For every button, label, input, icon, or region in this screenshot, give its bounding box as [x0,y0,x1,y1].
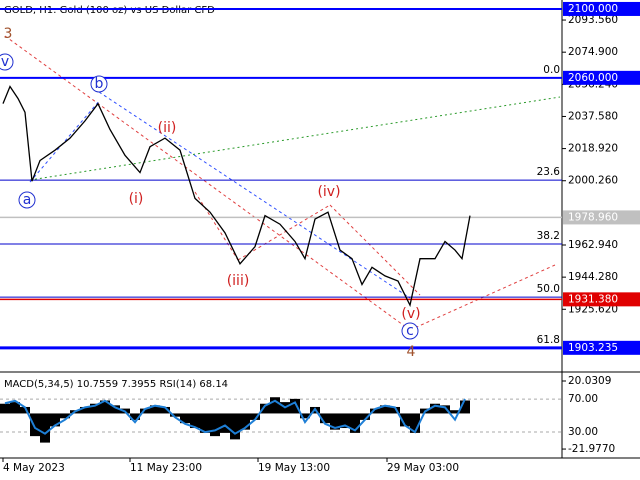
macd-bar [320,413,330,424]
x-tick-label: 4 May 2023 [3,462,65,474]
macd-bar [440,405,450,414]
macd-bar [220,413,230,433]
macd-bar [360,413,370,420]
x-tick-label: 11 May 23:00 [130,462,202,474]
y-tick-label: 2037.580 [568,110,618,122]
macd-bar [330,413,340,430]
macd-bar [390,406,400,414]
wave-label: (iii) [227,273,250,289]
wave-circle [18,191,36,209]
macd-bar [100,400,110,414]
indicator-title: MACD(5,34,5) 10.7559 7.3955 RSI(14) 68.1… [4,379,228,390]
macd-bar [430,403,440,414]
wave-label: b [95,76,104,92]
macd-bar [290,398,300,414]
macd-bar [260,403,270,414]
price-label-box [563,1,640,16]
macd-bar [180,413,190,424]
wave-label: 4 [407,344,416,360]
macd-bar [410,413,420,433]
wave-label: (i) [129,191,144,207]
price-line [2,85,471,308]
wave-circle [90,75,108,93]
price-label-box [563,210,640,225]
macd-bar [190,413,200,429]
wave-label: (ii) [158,120,177,136]
macd-bar [380,405,390,414]
wave-label: (v) [401,306,420,322]
macd-bar [270,397,280,414]
macd-bar [80,406,90,414]
wave-label: v [1,54,9,70]
macd-bar [130,413,140,420]
macd-bar [450,410,460,414]
macd-bar [300,413,310,419]
macd-bar [40,413,50,443]
wave-label: a [23,192,32,208]
price-label: 1903.235 [568,342,618,354]
fib-label: 0.0 [543,64,560,76]
macd-bar [0,403,10,414]
macd-bar [200,413,210,433]
price-label: 2100.000 [568,3,618,15]
price-label: 1978.960 [568,211,618,223]
macd-bar [10,402,20,414]
macd-bar [20,406,30,414]
macd-bar [350,413,360,433]
y2-tick-label: 30.00 [568,426,598,438]
macd-bar [150,405,160,414]
y-tick-label: -21.9770 [568,443,615,455]
macd-bar [60,413,70,419]
price-label-box [563,340,640,355]
macd-bar [210,413,220,437]
y-tick-label: 1962.940 [568,239,618,251]
chart-title: GOLD, H1: Gold (100 oz) vs US Dollar CFD [4,5,215,16]
price-label-box [563,70,640,85]
y2-tick-label: 70.00 [568,393,598,405]
macd-bar [400,413,410,427]
macd-bar [50,413,60,427]
macd-bar [170,413,180,417]
macd-bar [90,403,100,414]
wave-label: (iv) [317,184,340,200]
macd-bar [370,408,380,414]
rsi-line [4,398,466,435]
x-tick-label: 29 May 03:00 [387,462,459,474]
macd-bar [30,413,40,437]
macd-bar [460,400,470,414]
trend-line [98,91,411,299]
macd-bar [140,408,150,414]
y-tick-label: 2093.560 [568,14,618,26]
x-tick-label: 19 May 13:00 [258,462,330,474]
macd-bar [340,413,350,429]
macd-bar [230,413,240,440]
fib-label: 61.8 [537,334,560,346]
y-tick-label: 2000.260 [568,175,618,187]
macd-bar [240,413,250,430]
wave-circle [0,53,14,71]
y-tick-label: 20.0309 [568,375,611,387]
macd-bar [250,413,260,420]
fib-label: 38.2 [537,230,560,242]
price-label: 1931.380 [568,293,618,305]
macd-bar [160,406,170,414]
price-label: 2060.000 [568,72,618,84]
y-tick-label: 2074.900 [568,46,618,58]
wave-label: 3 [4,26,13,42]
macd-bar [110,405,120,414]
y-tick-label: 2018.920 [568,143,618,155]
wave-label: c [406,323,414,339]
wave-circle [401,322,419,340]
fib-label: 50.0 [537,283,560,295]
price-label-box [563,292,640,307]
fib-label: 23.6 [537,166,561,178]
trend-line [194,191,239,261]
y-tick-label: 1944.280 [568,271,618,283]
